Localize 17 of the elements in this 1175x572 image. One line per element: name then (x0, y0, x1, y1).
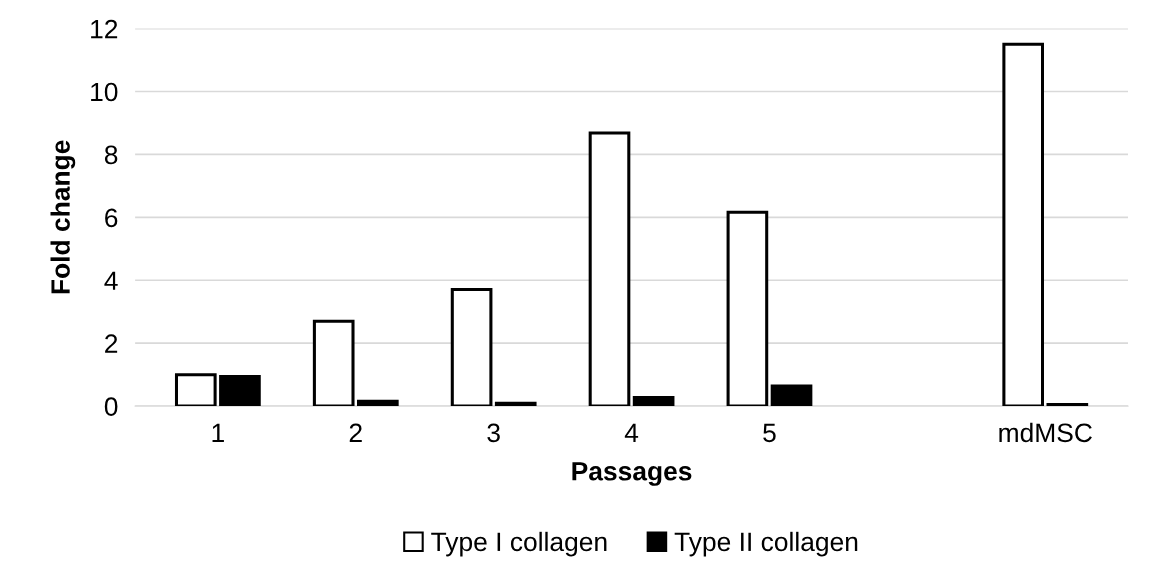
legend-label: Type II collagen (674, 531, 858, 557)
x-axis-title: Passages (572, 462, 692, 486)
y-tick-label: 8 (104, 145, 118, 165)
x-tick-label: 5 (763, 423, 776, 443)
x-tick-label: 1 (212, 423, 224, 442)
y-tick-label: 0 (104, 397, 118, 416)
y-tick-label: 2 (105, 334, 118, 353)
x-tick-label: mdMSC (999, 422, 1092, 443)
x-tick-label: 4 (624, 423, 639, 442)
x-tick-label: 2 (349, 423, 362, 442)
y-tick-label: 6 (105, 208, 118, 228)
x-tick-label: 3 (487, 423, 500, 443)
y-tick-label: 12 (91, 19, 118, 39)
y-tick-label: 4 (104, 271, 118, 290)
y-axis-title: Fold change (50, 140, 76, 294)
legend-label: Type I collagen (431, 531, 607, 557)
y-tick-label: 10 (91, 82, 118, 102)
